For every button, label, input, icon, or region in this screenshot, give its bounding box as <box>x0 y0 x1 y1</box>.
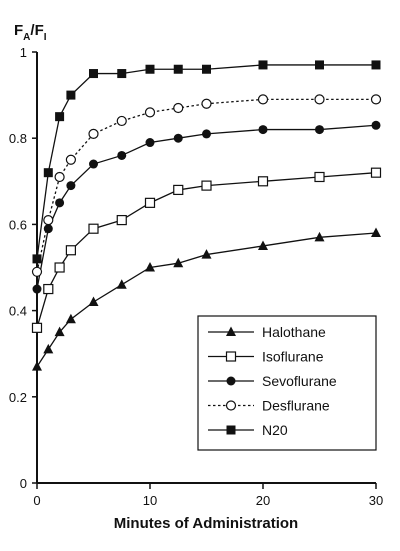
y-axis-title-main: F <box>14 22 23 39</box>
data-point-halothane <box>32 361 42 371</box>
data-point-halothane <box>54 326 65 337</box>
data-point-isoflurane <box>144 197 156 208</box>
data-point-desflurane <box>31 266 43 277</box>
legend-marker-isoflurane <box>225 351 237 362</box>
y-axis-title-slash: /F <box>30 22 43 39</box>
data-point-isoflurane <box>257 176 269 187</box>
data-point-sevoflurane <box>202 129 211 139</box>
data-point-desflurane <box>116 115 127 127</box>
data-point-n20 <box>55 112 65 122</box>
y-tick-label: 0 <box>20 476 27 491</box>
data-point-sevoflurane <box>173 133 183 143</box>
data-point-n20 <box>371 60 381 70</box>
data-point-halothane <box>88 296 99 306</box>
data-point-desflurane <box>257 94 269 105</box>
legend: Halothane Isoflurane Sevoflurane Desflurane… <box>197 315 377 451</box>
data-point-n20 <box>89 69 98 79</box>
data-point-halothane <box>116 279 127 289</box>
y-tick-label: 0.8 <box>9 131 27 146</box>
data-point-n20 <box>173 64 183 74</box>
data-point-halothane <box>65 313 76 324</box>
data-point-halothane <box>258 240 268 250</box>
data-point-n20 <box>43 168 53 178</box>
legend-label-desflurane: Desflurane <box>262 398 330 414</box>
series-n20 <box>32 60 381 264</box>
data-point-desflurane <box>54 171 65 183</box>
data-point-sevoflurane <box>371 120 381 130</box>
y-axis-title: FA/FI <box>14 22 47 43</box>
data-point-isoflurane <box>201 180 212 191</box>
legend-marker-halothane <box>226 326 236 336</box>
y-axis-title-sub-a: A <box>23 32 30 43</box>
data-point-halothane <box>145 262 155 272</box>
data-point-isoflurane <box>65 245 77 256</box>
y-tick-label: 0.4 <box>9 304 27 319</box>
x-tick-label: 0 <box>33 493 40 508</box>
data-point-n20 <box>315 60 324 70</box>
data-point-isoflurane <box>54 262 65 273</box>
data-point-sevoflurane <box>258 125 268 135</box>
data-point-desflurane <box>144 107 156 118</box>
data-point-halothane <box>371 227 381 238</box>
x-tick-label: 10 <box>143 493 157 508</box>
data-point-sevoflurane <box>145 138 155 148</box>
y-axis-title-sub-i: I <box>44 32 47 43</box>
data-point-n20 <box>66 90 76 100</box>
legend-label-n20: N20 <box>262 422 288 438</box>
series-layer <box>31 60 382 371</box>
legend-marker-n20 <box>226 425 236 435</box>
y-tick-label: 0.6 <box>9 217 27 232</box>
axes: 00.20.40.60.810 10 20 30 <box>9 45 383 508</box>
legend-label-isoflurane: Isoflurane <box>262 349 324 365</box>
x-tick-label: 20 <box>256 493 270 508</box>
x-tick-label: 30 <box>369 493 383 508</box>
data-point-sevoflurane <box>55 198 65 208</box>
series-halothane <box>32 227 381 371</box>
data-point-isoflurane <box>173 184 184 196</box>
data-point-isoflurane <box>88 223 99 234</box>
data-point-halothane <box>314 231 325 242</box>
data-point-isoflurane <box>43 283 54 295</box>
data-point-desflurane <box>43 214 54 226</box>
series-line-desflurane <box>36 98 376 272</box>
x-axis-title: Minutes of Administration <box>114 515 298 532</box>
series-line-sevoflurane <box>36 124 377 290</box>
data-point-desflurane <box>314 94 325 105</box>
data-point-isoflurane <box>314 171 325 183</box>
data-point-isoflurane <box>116 214 127 226</box>
legend-marker-desflurane <box>225 400 237 411</box>
data-point-n20 <box>32 254 42 264</box>
series-line-n20 <box>36 64 376 259</box>
data-point-n20 <box>258 60 268 70</box>
data-point-isoflurane <box>31 322 43 333</box>
legend-label-sevoflurane: Sevoflurane <box>262 373 337 389</box>
data-point-sevoflurane <box>66 181 76 191</box>
legend-label-halothane: Halothane <box>262 324 326 340</box>
data-point-halothane <box>43 343 54 354</box>
data-point-n20 <box>117 69 127 79</box>
series-sevoflurane <box>32 120 381 294</box>
legend-marker-sevoflurane <box>226 376 236 386</box>
series-desflurane <box>31 94 382 277</box>
data-point-sevoflurane <box>32 284 42 294</box>
data-point-n20 <box>202 64 211 74</box>
data-point-desflurane <box>370 94 382 105</box>
data-point-desflurane <box>88 128 99 139</box>
y-tick-label: 1 <box>20 45 27 60</box>
data-point-halothane <box>173 257 184 268</box>
data-point-sevoflurane <box>117 150 127 160</box>
data-point-desflurane <box>65 154 77 165</box>
y-tick-label: 0.2 <box>9 390 27 405</box>
data-point-sevoflurane <box>315 125 324 135</box>
data-point-isoflurane <box>370 167 382 178</box>
series-isoflurane <box>31 167 382 333</box>
data-point-desflurane <box>201 98 212 109</box>
data-point-halothane <box>201 249 212 259</box>
data-point-sevoflurane <box>89 159 98 169</box>
data-point-desflurane <box>173 102 184 114</box>
data-point-n20 <box>145 64 155 74</box>
